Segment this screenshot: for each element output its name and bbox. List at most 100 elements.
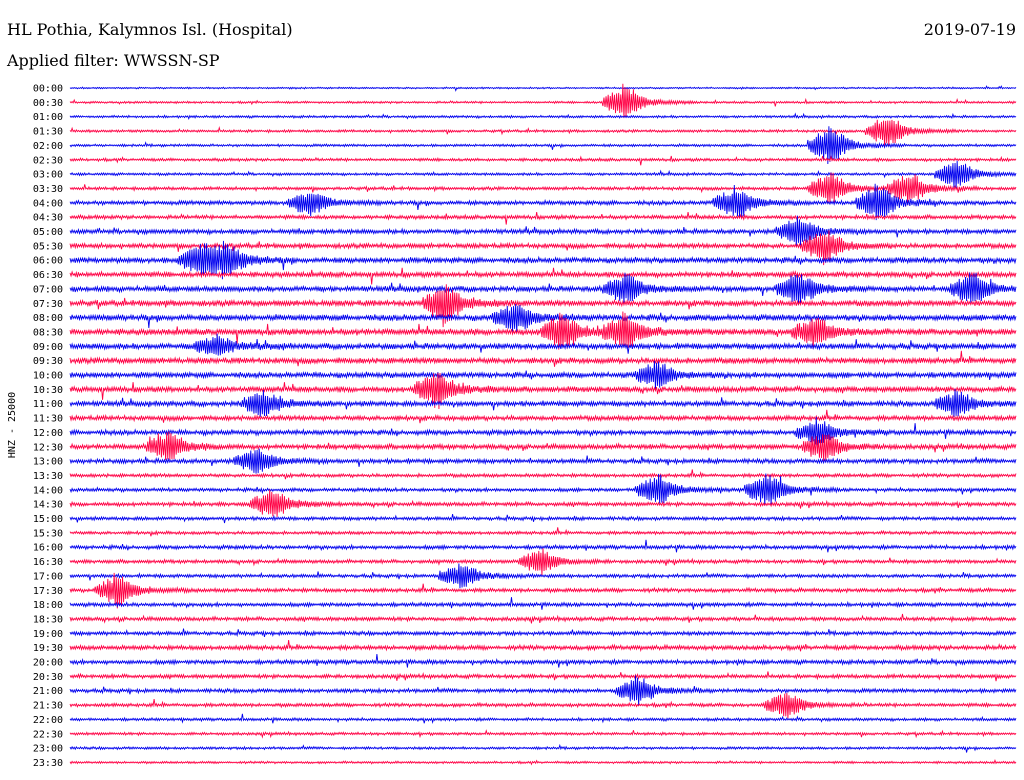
trace-row-2130 <box>69 693 1017 719</box>
trace-row-1130 <box>69 409 1017 424</box>
row-tick-label: 11:00 <box>33 399 63 410</box>
tick-label-group: 00:00 00:30 01:00 01:30 02:00 02:30 03:00 03:30… <box>33 84 63 769</box>
trace-row-0900 <box>69 333 1017 356</box>
row-tick-label: 05:00 <box>33 227 63 238</box>
row-tick-label: 01:30 <box>33 127 63 138</box>
trace-row-0430 <box>69 211 1017 225</box>
row-tick-label: 16:00 <box>33 543 63 554</box>
trace-row-1200 <box>69 416 1017 446</box>
trace-row-1430 <box>69 489 1017 517</box>
row-tick-label: 07:30 <box>33 299 63 310</box>
row-tick-label: 00:30 <box>33 98 63 109</box>
trace-row-0230 <box>69 155 1017 166</box>
row-tick-label: 22:30 <box>33 729 63 740</box>
trace-row-1000 <box>69 360 1017 390</box>
trace-row-0400 <box>69 183 1017 221</box>
trace-row-1100 <box>69 389 1017 417</box>
row-tick-label: 17:30 <box>33 586 63 597</box>
row-tick-label: 08:30 <box>33 327 63 338</box>
trace-row-1900 <box>69 628 1017 638</box>
row-tick-label: 21:30 <box>33 701 63 712</box>
row-tick-label: 06:30 <box>33 270 63 281</box>
row-tick-label: 04:30 <box>33 213 63 224</box>
row-tick-label: 23:30 <box>33 758 63 769</box>
row-tick-label: 15:30 <box>33 528 63 539</box>
trace-row-2230 <box>69 729 1017 739</box>
row-tick-label: 18:00 <box>33 600 63 611</box>
trace-row-0930 <box>69 350 1017 367</box>
row-tick-label: 08:00 <box>33 313 63 324</box>
record-date: 2019-07-19 <box>923 20 1016 39</box>
trace-row-0100 <box>69 112 1017 120</box>
trace-row-1800 <box>69 597 1017 610</box>
row-tick-label: 21:00 <box>33 686 63 697</box>
row-tick-label: 12:00 <box>33 428 63 439</box>
trace-row-2030 <box>69 671 1017 682</box>
row-tick-label: 12:30 <box>33 442 63 453</box>
row-tick-label: 14:30 <box>33 500 63 511</box>
trace-row-1500 <box>69 514 1017 524</box>
row-tick-label: 00:00 <box>33 84 63 95</box>
applied-filter: Applied filter: WWSSN-SP <box>7 51 220 70</box>
trace-row-1730 <box>69 572 1017 609</box>
trace-row-1630 <box>69 548 1017 575</box>
row-tick-label: 09:00 <box>33 342 63 353</box>
row-tick-label: 13:00 <box>33 457 63 468</box>
row-tick-label: 13:30 <box>33 471 63 482</box>
row-tick-label: 22:00 <box>33 715 63 726</box>
row-tick-label: 10:30 <box>33 385 63 396</box>
channel-label: HNZ - 25000 <box>7 392 18 458</box>
trace-row-1600 <box>69 539 1017 553</box>
row-tick-label: 07:00 <box>33 284 63 295</box>
trace-row-2330 <box>69 759 1017 766</box>
row-tick-label: 10:00 <box>33 371 63 382</box>
trace-row-0330 <box>69 172 1017 206</box>
trace-row-2300 <box>69 743 1017 753</box>
trace-row-0700 <box>69 272 1017 306</box>
row-tick-label: 18:30 <box>33 614 63 625</box>
row-tick-label: 04:00 <box>33 198 63 209</box>
station-title: HL Pothia, Kalymnos Isl. (Hospital) <box>7 20 293 39</box>
trace-row-0200 <box>69 126 1017 165</box>
row-tick-label: 20:00 <box>33 658 63 669</box>
trace-row-1230 <box>69 431 1017 462</box>
trace-row-0800 <box>69 304 1017 333</box>
trace-row-1700 <box>69 563 1017 589</box>
row-tick-label: 01:00 <box>33 112 63 123</box>
trace-row-0500 <box>69 215 1017 247</box>
trace-row-0730 <box>69 284 1017 328</box>
row-tick-label: 16:30 <box>33 557 63 568</box>
row-tick-label: 14:00 <box>33 485 63 496</box>
row-tick-label: 17:00 <box>33 571 63 582</box>
trace-row-0130 <box>69 119 1017 147</box>
row-tick-label: 03:00 <box>33 170 63 181</box>
trace-row-2000 <box>69 653 1017 668</box>
trace-row-1330 <box>69 469 1017 480</box>
trace-row-0630 <box>69 267 1017 285</box>
trace-row-0030 <box>69 83 1017 119</box>
row-tick-label: 05:30 <box>33 241 63 252</box>
row-tick-label: 20:30 <box>33 672 63 683</box>
row-tick-label: 06:00 <box>33 256 63 267</box>
row-tick-label: 02:30 <box>33 155 63 166</box>
trace-row-1930 <box>69 639 1017 653</box>
trace-row-1030 <box>69 372 1017 409</box>
trace-group <box>69 83 1017 766</box>
trace-row-0000 <box>69 85 1017 92</box>
row-tick-label: 19:30 <box>33 643 63 654</box>
trace-row-2100 <box>69 675 1017 706</box>
trace-row-2200 <box>69 713 1017 724</box>
row-tick-label: 02:00 <box>33 141 63 152</box>
row-tick-label: 15:00 <box>33 514 63 525</box>
row-tick-label: 23:00 <box>33 744 63 755</box>
trace-row-0300 <box>69 160 1017 189</box>
trace-row-1530 <box>69 527 1017 537</box>
trace-row-0600 <box>69 240 1017 280</box>
trace-row-1400 <box>69 473 1017 506</box>
trace-row-1830 <box>69 613 1017 624</box>
row-tick-label: 11:30 <box>33 414 63 425</box>
trace-row-0830 <box>69 311 1017 350</box>
row-tick-label: 19:00 <box>33 629 63 640</box>
row-tick-label: 03:30 <box>33 184 63 195</box>
